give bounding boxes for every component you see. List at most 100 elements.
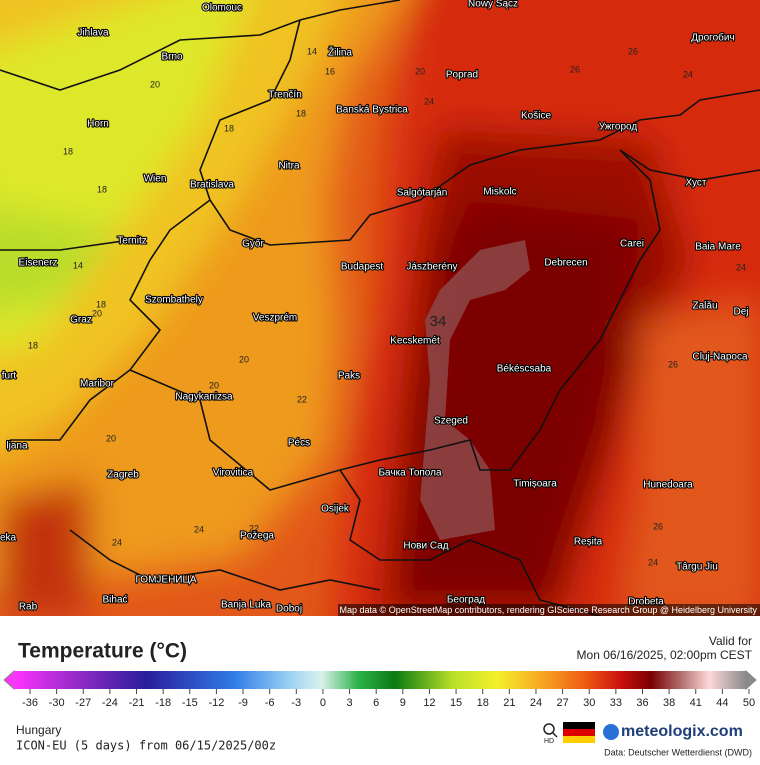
isotherm-label: 24 xyxy=(648,557,658,567)
colorbar-tick-label: -36 xyxy=(22,697,38,709)
city-label: Baia Mare xyxy=(695,242,741,253)
colorbar-tick-label: 38 xyxy=(663,697,675,709)
colorbar-tick-label: 30 xyxy=(583,697,595,709)
city-label: Zalău xyxy=(692,301,717,312)
isotherm-label: 26 xyxy=(628,46,638,56)
city-label: Debrecen xyxy=(544,258,587,269)
city-label: Carei xyxy=(620,239,644,250)
city-label: Osijek xyxy=(321,504,350,515)
city-label: Хуст xyxy=(686,178,707,189)
colorbar-tick-label: 9 xyxy=(400,697,406,709)
city-label: Bratislava xyxy=(190,180,234,191)
city-label: Košice xyxy=(521,111,551,122)
city-label: Miskolc xyxy=(483,187,516,198)
isotherm-label: 22 xyxy=(297,394,307,404)
city-label: Banská Bystrica xyxy=(336,105,408,116)
isotherm-label: 24 xyxy=(683,69,693,79)
colorbar-tick-label: 18 xyxy=(477,697,489,709)
isotherm-label: 20 xyxy=(92,308,102,318)
isotherm-label: 34 xyxy=(430,313,447,330)
colorbar-ticks: -36 -30 -27 -24 -21 -18 -15 -12 -9 -6 -3 0 3 6 9 12 15 18… xyxy=(22,689,755,709)
flag-black xyxy=(563,722,595,729)
city-label: furt xyxy=(2,371,17,382)
city-label: Timișoara xyxy=(513,479,557,490)
colorbar-tick-label: 0 xyxy=(320,697,326,709)
isotherm-label: 20 xyxy=(239,354,249,364)
city-label: Nagykanizsa xyxy=(175,392,233,403)
city-label: Banja Luka xyxy=(221,600,271,611)
city-label: Poprad xyxy=(446,70,478,81)
colorbar-tick-label: 50 xyxy=(743,697,755,709)
city-label: ГОМЈЕНИЦА xyxy=(135,575,196,586)
attribution-bg xyxy=(338,604,760,616)
flag-gold xyxy=(563,736,595,743)
colorbar-tick-label: 44 xyxy=(716,697,728,709)
isotherm-label: 14 xyxy=(73,260,83,270)
city-label: Trenčín xyxy=(268,90,302,101)
colorbar-tick-label: 33 xyxy=(610,697,622,709)
city-label: Reșita xyxy=(574,537,603,548)
isotherm-label: 24 xyxy=(112,537,122,547)
colorbar-tick-label: -30 xyxy=(49,697,65,709)
city-label: Jászberény xyxy=(406,262,457,273)
isotherm-label: 18 xyxy=(296,108,306,118)
city-label: Požega xyxy=(240,531,274,542)
model-run: ICON-EU (5 days) from 06/15/2025/00z xyxy=(16,739,276,753)
isotherm-label: 24 xyxy=(194,524,204,534)
city-label: Hunedoara xyxy=(643,480,693,491)
isotherm-label: 18 xyxy=(63,146,73,156)
city-label: Szeged xyxy=(434,416,468,427)
isotherm-label: 18 xyxy=(97,184,107,194)
city-label: Nowy Sącz xyxy=(468,0,518,10)
city-label: Brno xyxy=(161,52,183,63)
isotherm-label: 26 xyxy=(570,64,580,74)
isotherm-label: 26 xyxy=(668,359,678,369)
city-label: Nitra xyxy=(278,161,300,172)
colorbar-tick-label: 12 xyxy=(423,697,435,709)
colorbar-tick-label: 36 xyxy=(636,697,648,709)
city-label: Kecskemét xyxy=(390,336,440,347)
brand[interactable]: meteologix.com xyxy=(621,723,743,740)
zoom-icon-handle xyxy=(552,732,558,738)
colorbar-tick-label: 21 xyxy=(503,697,515,709)
hd-label[interactable]: HD xyxy=(544,738,554,745)
city-label: Wien xyxy=(144,174,167,185)
city-label: Budapest xyxy=(341,262,383,273)
isotherm-label: 20 xyxy=(150,79,160,89)
valid-time: Mon 06/16/2025, 02:00pm CEST xyxy=(577,648,753,662)
colorbar-tick-label: -18 xyxy=(155,697,171,709)
city-label: Rab xyxy=(19,602,38,613)
isotherm-label: 20 xyxy=(106,433,116,443)
city-label: Maribor xyxy=(80,379,115,390)
zoom-icon[interactable] xyxy=(543,723,555,735)
city-label: Târgu Jiu xyxy=(676,562,718,573)
city-label: Virovitica xyxy=(213,468,254,479)
isotherm-label: 16 xyxy=(325,66,335,76)
colorbar-tick-label: -27 xyxy=(75,697,91,709)
isotherm-label: 20 xyxy=(415,66,425,76)
city-label: Horn xyxy=(87,119,109,130)
city-label: eka xyxy=(0,533,16,544)
city-label: Szombathely xyxy=(145,295,203,306)
colorbar-tick-label: -6 xyxy=(265,697,275,709)
logo-icon xyxy=(603,724,619,740)
city-label: Doboj xyxy=(276,604,302,615)
city-label: Дрогобич xyxy=(691,32,734,44)
isotherm-labels: 2018181416181820242624261418201820202220… xyxy=(28,46,746,567)
city-label: Jihlava xyxy=(77,28,109,39)
city-label: Zagreb xyxy=(107,470,139,481)
isotherm-label: 18 xyxy=(96,299,106,309)
city-labels: Olomouc Nowy Sącz Jihlava Дрогобич Brno Žilin… xyxy=(0,0,750,616)
colorbar xyxy=(14,671,746,689)
city-label: Pécs xyxy=(288,438,310,449)
colorbar-tick-label: -24 xyxy=(102,697,118,709)
isotherm-label: 24 xyxy=(736,262,746,272)
city-label: ljana xyxy=(6,441,28,452)
isotherm-label: 18 xyxy=(28,340,38,350)
city-label: Paks xyxy=(338,371,360,382)
isotherm-label: 22 xyxy=(249,523,259,533)
colorbar-tick-label: 3 xyxy=(346,697,352,709)
attribution: Map data © OpenStreetMap contributors, r… xyxy=(340,605,758,615)
city-label: Veszprém xyxy=(253,313,297,324)
